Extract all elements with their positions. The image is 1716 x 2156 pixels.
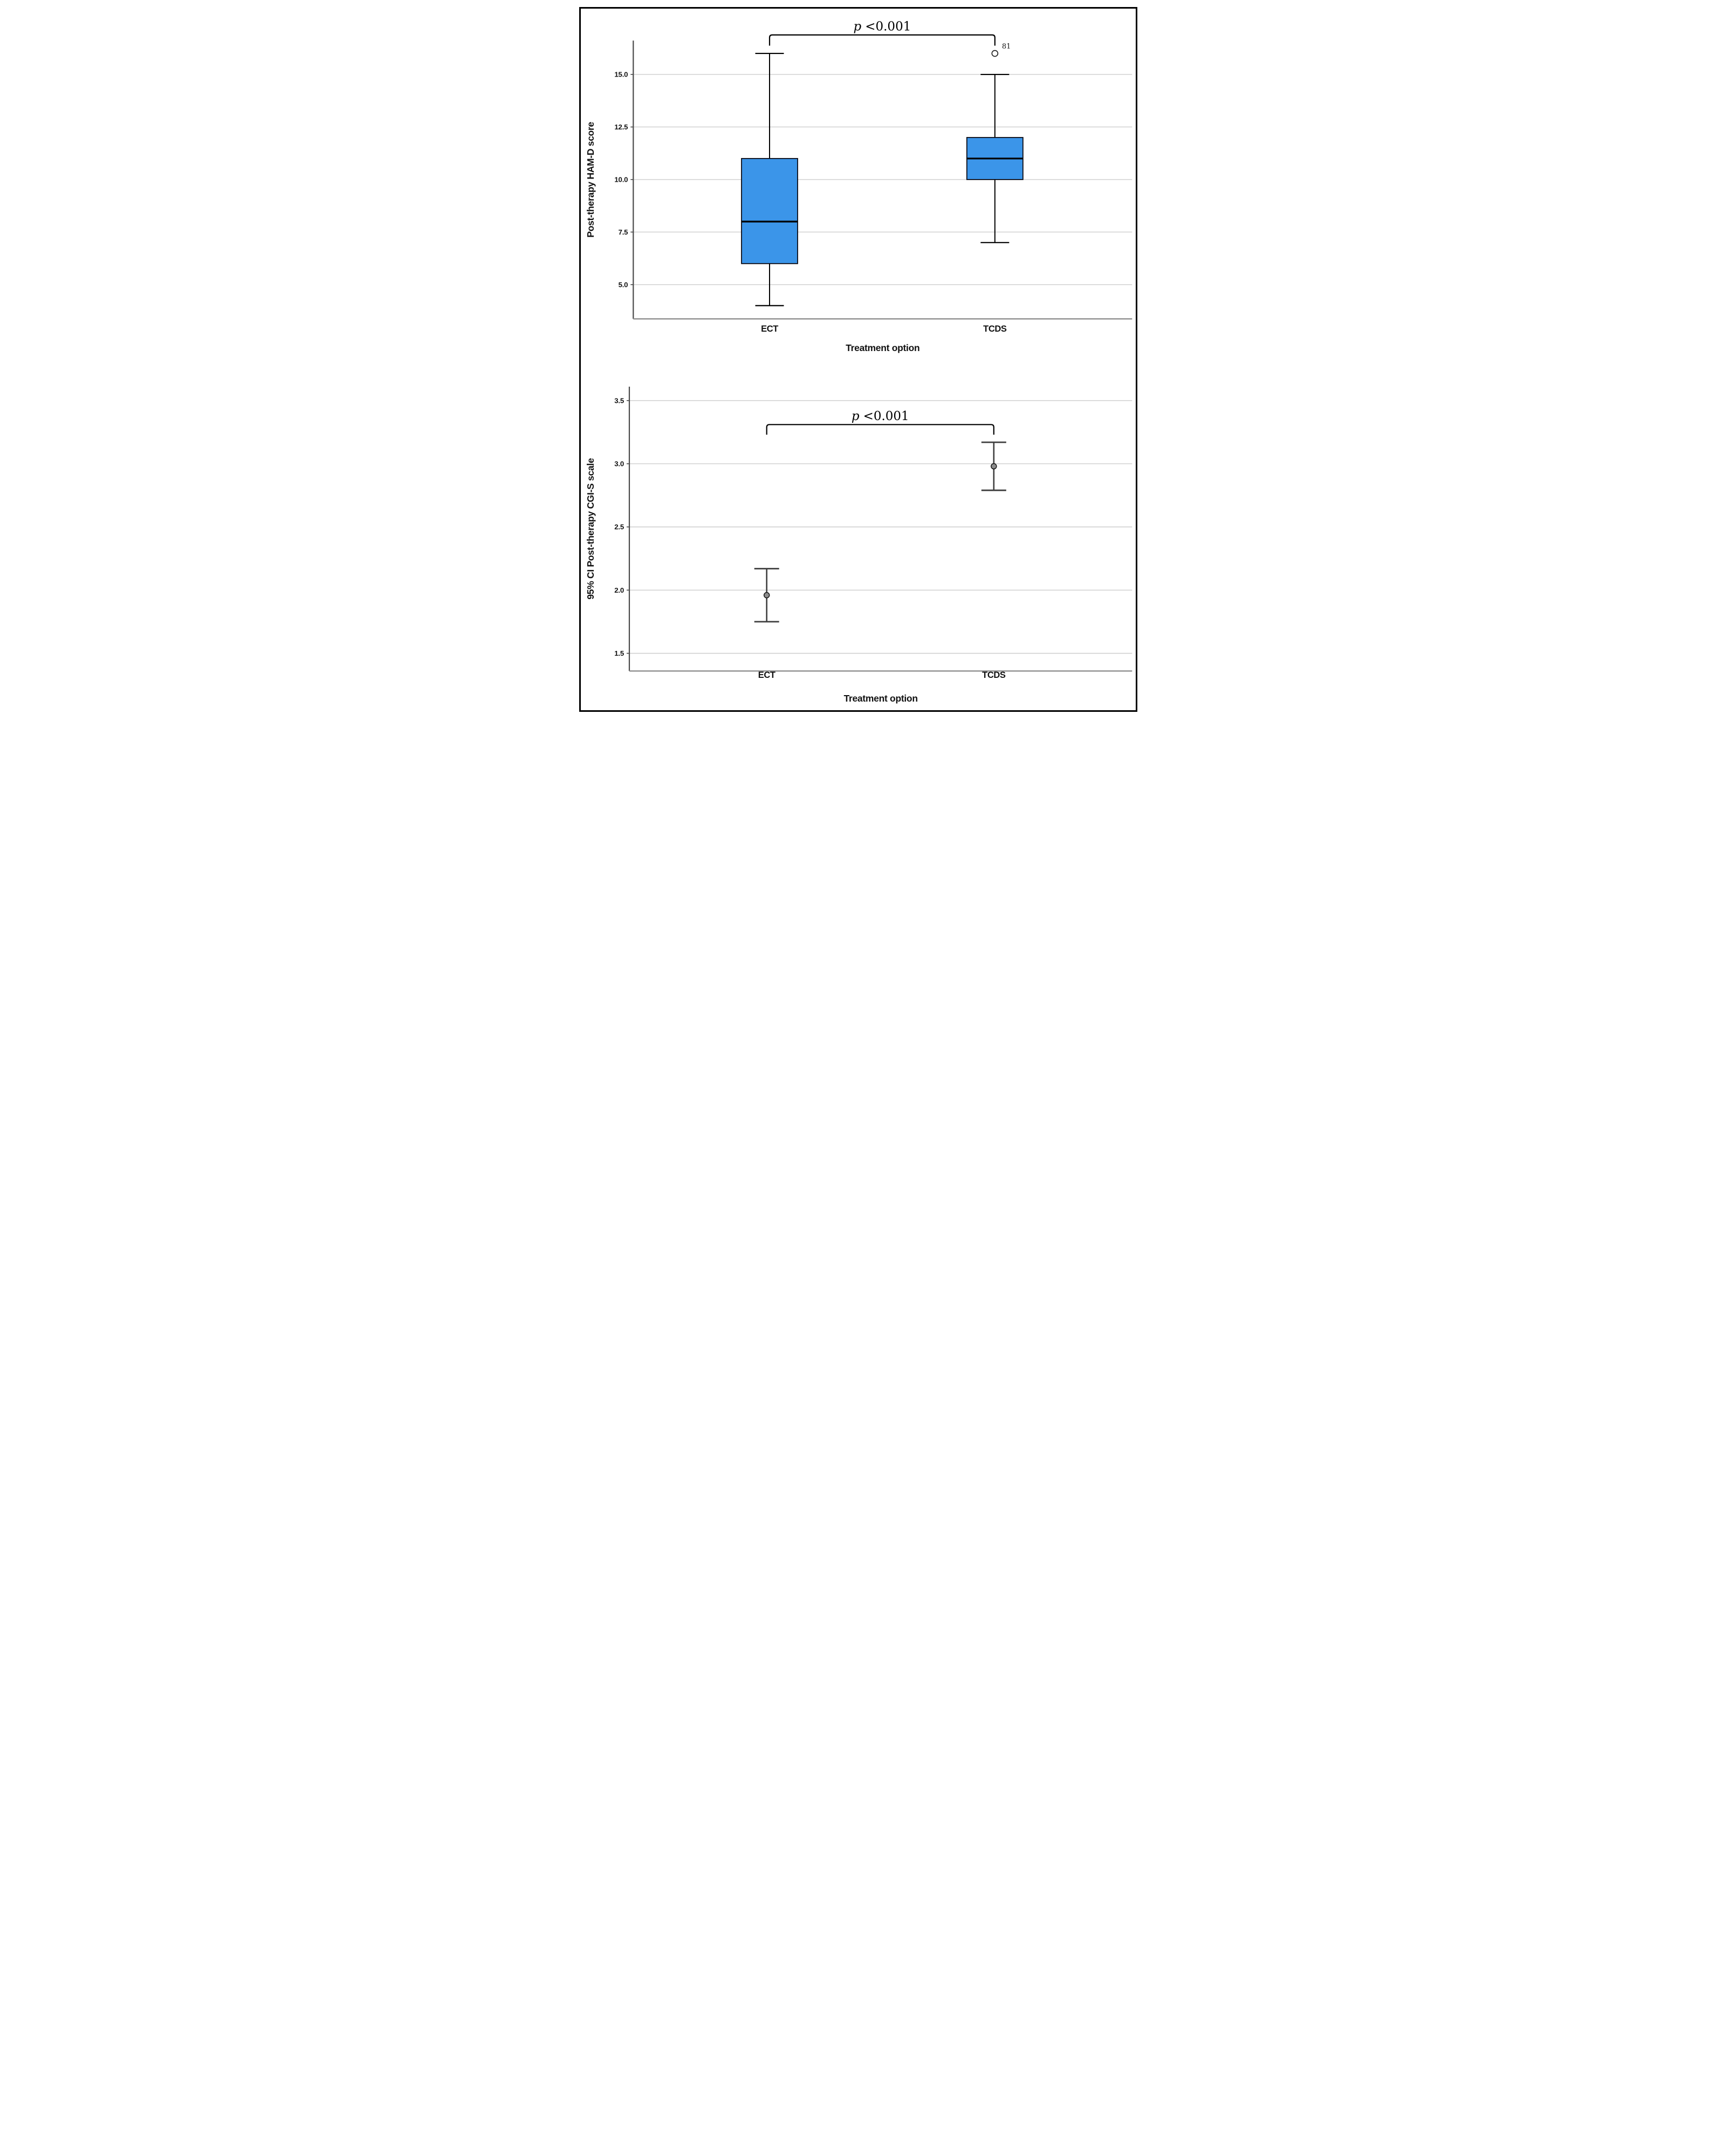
significance-bracket: [766, 424, 994, 435]
x-axis-title: Treatment option: [846, 342, 919, 353]
tcds-outlier-point: [991, 50, 998, 57]
y-axis-title: Post-therapy HAM-D score: [585, 121, 596, 237]
y-tick-label: 2.5: [614, 523, 624, 531]
category-label-ect: ECT: [761, 324, 778, 334]
y-axis-title: 95% CI Post-therapy CGI-S scale: [585, 458, 596, 600]
y-tick-label: 12.5: [614, 123, 628, 131]
y-tick-label: 2.0: [614, 586, 624, 594]
figure-panel: 5.0 7.5 10.0 12.5 15.0 81 p <0.001 ECT TCDS Treatm…: [572, 0, 1144, 719]
x-axis-title: Treatment option: [843, 693, 917, 704]
figure-frame: [579, 7, 1137, 712]
category-label-tcds: TCDS: [983, 324, 1007, 334]
ect-mean-marker: [763, 592, 770, 599]
ect-iqr-box: [740, 158, 798, 264]
hamd-boxplot-chart: 5.0 7.5 10.0 12.5 15.0 81 p <0.001 ECT TCDS Treatm…: [585, 19, 1132, 353]
tcds-mean-marker: [990, 463, 997, 470]
p-value-label: p <0.001: [853, 19, 911, 33]
category-label-ect: ECT: [758, 670, 775, 680]
category-label-tcds: TCDS: [982, 670, 1006, 680]
tcds-outlier-label: 81: [1001, 43, 1011, 51]
y-tick-label: 5.0: [618, 280, 628, 289]
y-tick-label: 7.5: [618, 228, 628, 236]
two-chart-figure: 5.0 7.5 10.0 12.5 15.0 81 p <0.001 ECT TCDS Treatm…: [579, 7, 1137, 712]
cgis-errorbar-chart: 1.5 2.0 2.5 3.0 3.5 p <0.001 ECT TCDS Treatment o…: [585, 387, 1132, 704]
y-tick-label: 10.0: [614, 176, 628, 184]
y-tick-label: 3.0: [614, 460, 624, 468]
significance-bracket: [768, 34, 996, 46]
y-tick-label: 1.5: [614, 649, 624, 657]
p-value-label: p <0.001: [851, 409, 909, 423]
y-tick-label: 3.5: [614, 396, 624, 404]
y-tick-label: 15.0: [614, 71, 628, 79]
